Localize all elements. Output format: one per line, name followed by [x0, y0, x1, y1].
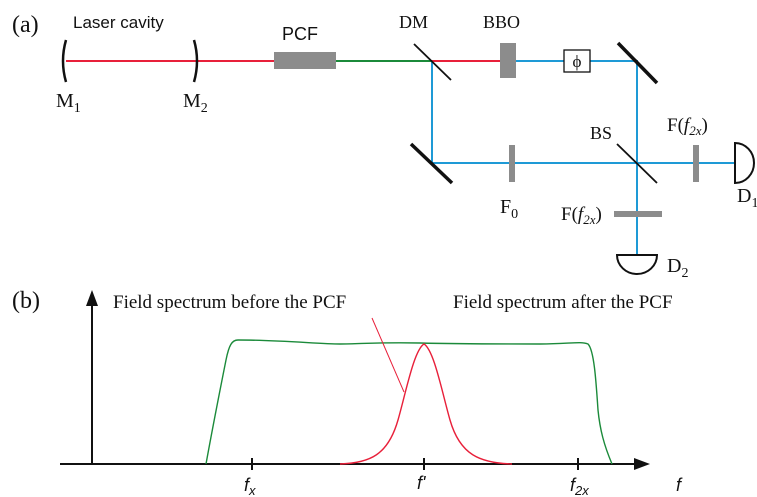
filter-f2x-bottom — [614, 211, 662, 217]
bbo-label: BBO — [483, 12, 520, 32]
d1-label: D1 — [737, 185, 757, 211]
f2x-tick-label: f2x — [570, 475, 589, 497]
bs-label: BS — [590, 123, 612, 143]
blue-beam-upper — [516, 60, 638, 255]
laser-cavity-label: Laser cavity — [73, 13, 164, 32]
bbo-crystal — [500, 43, 516, 78]
panel-b-label: (b) — [12, 288, 40, 314]
dichroic-mirror — [413, 43, 452, 81]
spectrum-after-pcf — [205, 339, 613, 465]
y-axis-arrow — [86, 290, 98, 306]
phase-box — [563, 49, 591, 73]
filter-f2x-right — [693, 145, 699, 182]
detector-d2 — [615, 254, 659, 275]
spectrum-before-pcf — [339, 343, 513, 465]
m2-label: M2 — [183, 90, 208, 116]
pcf-component — [274, 52, 336, 69]
mirror-lower-left — [409, 142, 454, 185]
before-label-pointer — [371, 317, 405, 393]
mirror-m1 — [61, 39, 68, 83]
d2-label: D2 — [667, 255, 688, 281]
fprime-tick-label: f' — [417, 473, 426, 493]
mirror-m2 — [192, 39, 199, 83]
before-pcf-label: Field spectrum before the PCF — [113, 292, 346, 313]
x-axis-arrow — [634, 458, 650, 470]
dm-label: DM — [399, 12, 428, 32]
blue-beam-lower — [431, 61, 735, 164]
mirror-top-right — [616, 41, 659, 85]
phase-symbol: ϕ — [573, 52, 582, 71]
pcf-label: PCF — [282, 24, 318, 44]
panel-a-label: (a) — [12, 12, 39, 38]
m1-label: M1 — [56, 90, 81, 116]
detector-d1 — [734, 141, 755, 185]
filter-f0 — [509, 145, 515, 182]
f2x-bottom-label: F(f2x) — [561, 204, 602, 227]
beam-splitter — [616, 143, 658, 184]
fx-tick-label: fx — [244, 475, 256, 497]
f2x-right-label: F(f2x) — [667, 115, 708, 138]
f0-label: F0 — [500, 196, 518, 222]
axis-f-label: f — [676, 475, 683, 495]
after-pcf-label: Field spectrum after the PCF — [453, 292, 673, 313]
